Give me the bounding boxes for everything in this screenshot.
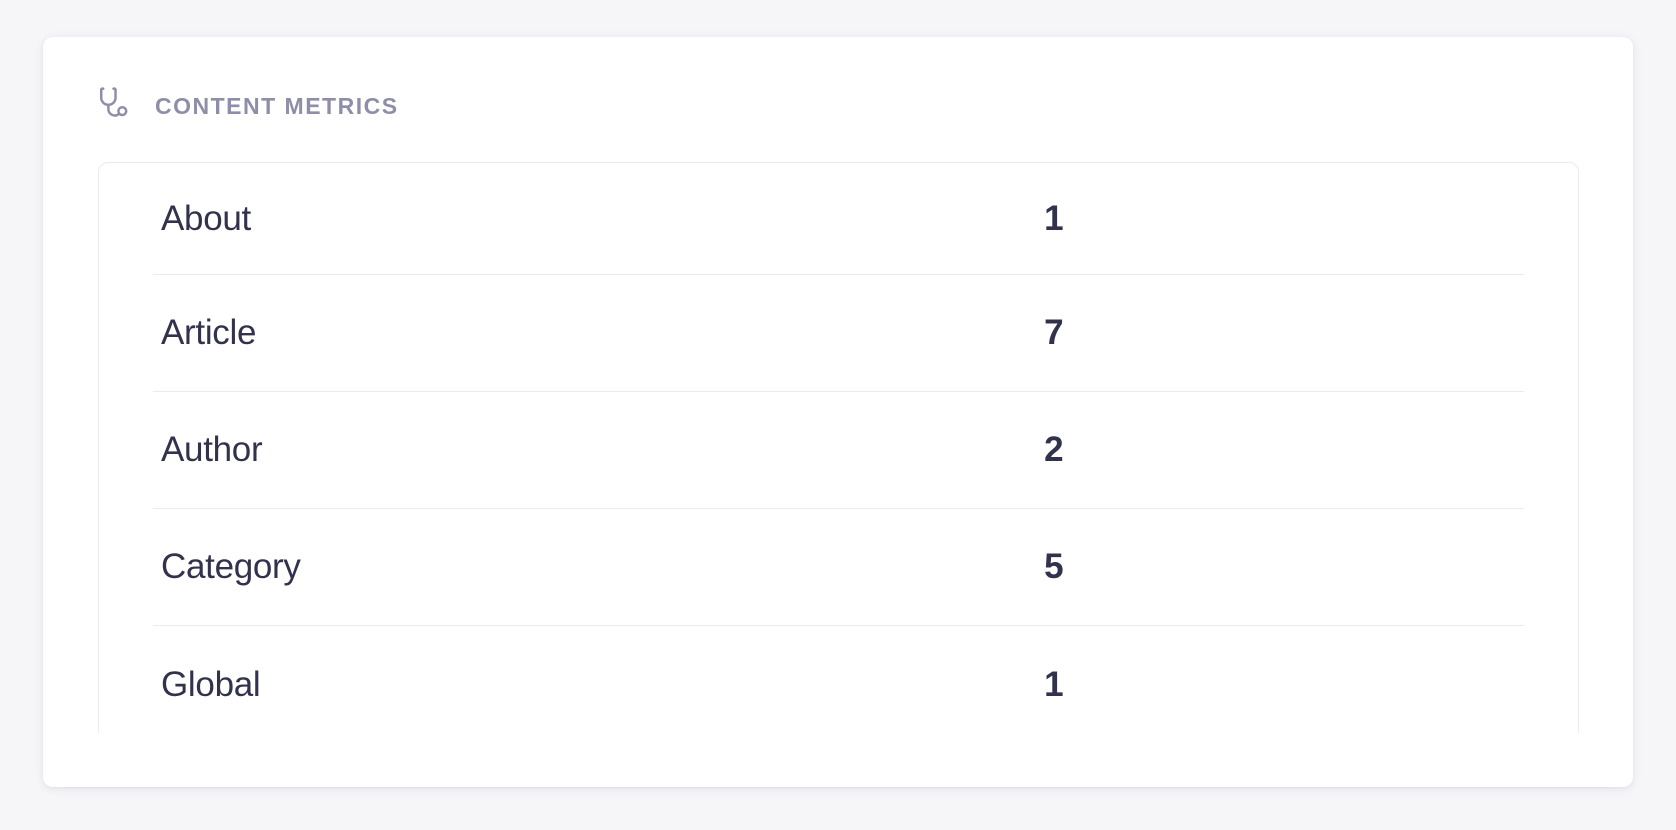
metrics-scroll-area[interactable]: About 1 Article 7 Author 2 Category 5 Gl… [98, 162, 1579, 733]
metric-label: Article [161, 313, 257, 352]
widget-header: CONTENT METRICS [95, 84, 399, 126]
metric-label: Category [161, 547, 301, 586]
metric-value: 1 [1044, 664, 1064, 704]
metric-row-category: Category 5 [153, 509, 1524, 626]
metric-row-author: Author 2 [153, 392, 1524, 509]
metric-value: 2 [1044, 430, 1064, 469]
stethoscope-icon [95, 84, 137, 126]
metric-label: Global [161, 664, 261, 704]
metric-value: 5 [1044, 547, 1064, 586]
metric-row-about: About 1 [153, 163, 1524, 275]
metric-value: 1 [1044, 198, 1064, 238]
metric-value: 7 [1044, 313, 1064, 352]
metric-label: About [161, 198, 251, 238]
metrics-table: About 1 Article 7 Author 2 Category 5 Gl… [98, 162, 1579, 733]
metric-row-global: Global 1 [153, 626, 1524, 733]
widget-title: CONTENT METRICS [155, 92, 399, 119]
metric-row-article: Article 7 [153, 275, 1524, 392]
metric-label: Author [161, 430, 263, 469]
content-metrics-widget: CONTENT METRICS About 1 Article 7 Author… [43, 37, 1633, 787]
